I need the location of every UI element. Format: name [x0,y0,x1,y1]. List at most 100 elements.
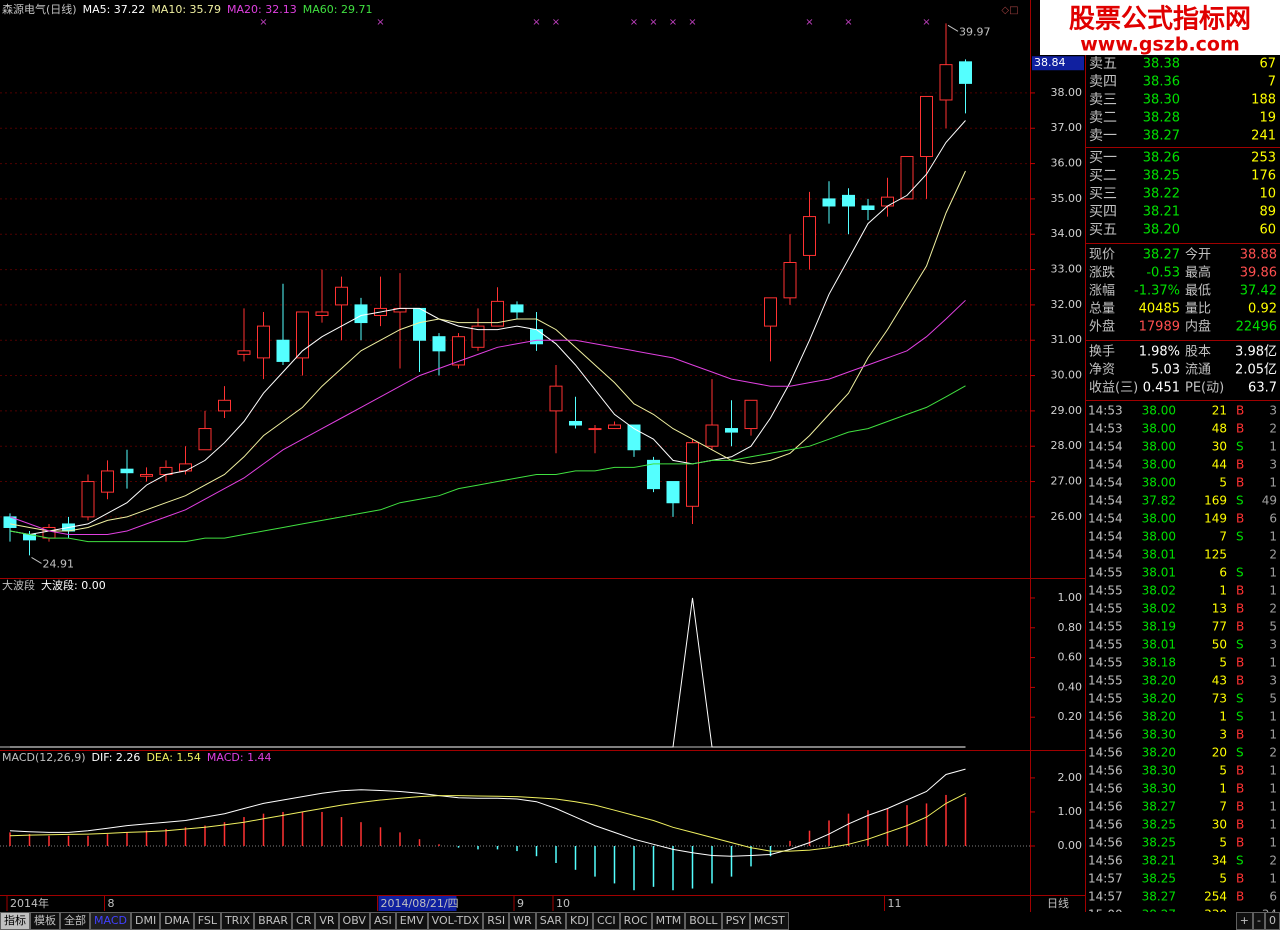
trade-volume: 5 [1219,836,1227,850]
trade-volume: 30 [1212,818,1227,832]
logo-box [1040,0,1280,55]
trade-price: 38.30 [1142,782,1176,796]
book-price: 38.25 [1143,169,1180,184]
trade-price: 38.00 [1142,512,1176,526]
book-label: 买三 [1089,186,1117,202]
tab[interactable]: EMV [395,912,428,930]
trade-count: 1 [1269,656,1277,670]
x-tick-label: 2014/08/21/四 [381,897,459,910]
y-tick-label: 1.00 [1058,591,1083,604]
stat-label: 内盘 [1185,319,1211,335]
trade-time: 14:56 [1088,728,1123,742]
candle-body [198,428,212,451]
tab[interactable]: TRIX [220,912,255,930]
book-volume: 241 [1251,129,1276,144]
y-tick-label: 38.00 [1051,86,1083,99]
stat-label: 今开 [1185,247,1211,263]
candle-body [179,463,192,472]
tab[interactable]: SAR [535,912,567,930]
stat-label: 净资 [1089,363,1115,378]
tab[interactable]: VOL-TDX [427,912,484,930]
tab[interactable]: ROC [619,912,652,930]
tab[interactable]: PSY [721,912,750,930]
stat-value: 17989 [1139,320,1180,335]
candle-body [842,194,855,207]
tab[interactable]: OBV [338,912,370,930]
book-volume: 60 [1259,223,1276,238]
y-tick-label: 1.00 [1058,805,1083,818]
trade-side: B [1236,476,1244,490]
trade-price: 38.02 [1142,584,1176,598]
trade-side: B [1236,836,1244,850]
tab-button[interactable]: 0 [1265,912,1280,930]
tab[interactable]: RSI [483,912,510,930]
tab[interactable]: MACD [90,912,131,930]
candle-body [315,311,329,316]
legend-entry: MA20: 32.13 [227,3,297,16]
book-label: 卖一 [1089,128,1117,144]
tab[interactable]: DMI [130,912,161,930]
y-tick-label: 37.00 [1051,121,1083,134]
panel-title: 森源电气(日线) [2,2,77,16]
trade-count: 1 [1269,782,1277,796]
trade-time: 14:56 [1088,782,1123,796]
stat-label: 总量 [1089,302,1115,317]
tab[interactable]: DMA [160,912,194,930]
tab[interactable]: 全部 [60,912,90,930]
candle-body [101,470,114,493]
trade-time: 14:54 [1088,548,1123,562]
trade-price: 38.00 [1142,476,1176,490]
book-label: 卖三 [1089,92,1117,108]
trade-price: 38.25 [1142,818,1176,832]
trade-time: 14:56 [1088,818,1123,832]
book-volume: 176 [1251,169,1276,184]
y-tick-label: 33.00 [1051,263,1083,276]
trade-side: B [1236,458,1244,472]
tab[interactable]: BRAR [254,912,293,930]
tab-button[interactable]: - [1253,912,1265,930]
trade-volume: 5 [1219,764,1227,778]
tab-button[interactable]: + [1235,912,1254,930]
trade-count: 5 [1269,620,1277,634]
tab[interactable]: KDJ [566,912,593,930]
signal-mark: × [922,17,930,28]
stat-value: 22496 [1236,320,1277,335]
y-tick-label: 35.00 [1051,192,1083,205]
trade-time: 14:54 [1088,512,1123,526]
candle-body [276,339,290,362]
tab[interactable]: BOLL [685,912,722,930]
candle-body [237,350,251,355]
tab[interactable]: MCST [749,912,789,930]
book-volume: 89 [1259,205,1276,220]
signal-mark: × [669,17,677,28]
stat-label: 最高 [1185,265,1211,281]
candle-body [627,424,641,451]
trade-time: 14:55 [1088,566,1123,580]
tab[interactable]: FSL [193,912,221,930]
tab[interactable]: ASI [369,912,396,930]
book-price: 38.20 [1143,223,1180,238]
tab[interactable]: 指标 [0,912,30,930]
tab[interactable]: MTM [651,912,686,930]
logo-title: 股票公式指标网 [1069,5,1251,35]
trade-price: 38.18 [1142,656,1176,670]
trade-side: B [1236,674,1244,688]
trade-volume: 1 [1219,782,1227,796]
tab[interactable]: CCI [592,912,620,930]
max-arrow [947,24,959,32]
tab[interactable]: CR [292,912,316,930]
trade-volume: 125 [1204,548,1227,562]
tab[interactable]: VR [315,912,339,930]
book-volume: 10 [1259,187,1276,202]
trade-price: 38.01 [1142,566,1176,580]
trade-count: 6 [1269,890,1277,904]
signal-mark: × [805,17,813,28]
tab[interactable]: WR [509,912,536,930]
trade-side: B [1236,620,1244,634]
tab[interactable]: 模板 [30,912,60,930]
stat-value: 3.98亿 [1235,345,1277,360]
x-tick-label: 11 [888,897,902,910]
trade-price: 38.25 [1142,872,1176,886]
trade-count: 2 [1269,602,1277,616]
